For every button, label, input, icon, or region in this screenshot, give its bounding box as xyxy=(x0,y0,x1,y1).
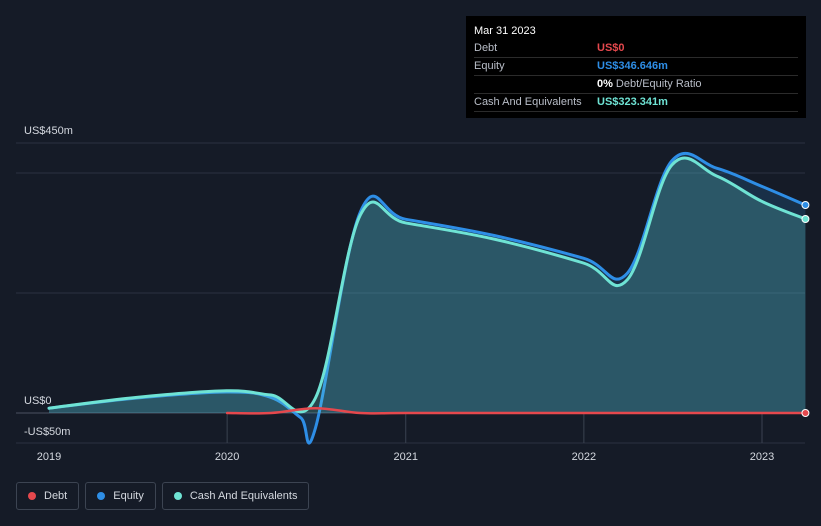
tooltip-equity-label: Equity xyxy=(474,60,505,72)
equity-area xyxy=(49,153,806,444)
legend-label-debt: Debt xyxy=(44,490,68,502)
equity-dot-icon xyxy=(97,492,106,500)
equity-end-point xyxy=(801,201,810,210)
cash-and-equivalents-area xyxy=(49,158,806,413)
legend-label-cash: Cash And Equivalents xyxy=(189,490,298,502)
tick-layer: US$450m US$0 -US$50m 2019 2020 2021 2022 2023 xyxy=(24,125,774,463)
tooltip-ratio-text: Debt/Equity Ratio xyxy=(615,78,702,90)
legend: Debt Equity Cash And Equivalents xyxy=(16,482,310,510)
tooltip-ratio-spacer xyxy=(474,76,597,93)
y-tick-label-0: US$450m xyxy=(24,125,73,137)
cash-dot-icon xyxy=(173,492,182,500)
tooltip-cash-value: US$323.341m xyxy=(597,96,668,108)
legend-item-equity[interactable]: Equity xyxy=(85,482,156,510)
x-tick-label-2: 2021 xyxy=(394,451,418,463)
y-tick-label-1: US$0 xyxy=(24,395,52,407)
debt-line xyxy=(225,406,807,415)
cash-and-equivalents-end-point xyxy=(801,214,810,223)
x-tick-label-3: 2022 xyxy=(572,451,596,463)
x-tick-label-4: 2023 xyxy=(750,451,774,463)
tooltip-row-debt: Debt US$0 xyxy=(474,40,798,58)
y-tick-label-2: -US$50m xyxy=(24,426,70,438)
cash-and-equivalents-line xyxy=(47,156,807,414)
tooltip-row-ratio: 0% Debt/Equity Ratio xyxy=(474,76,798,94)
tooltip-row-cash: Cash And Equivalents US$323.341m xyxy=(474,94,798,112)
tooltip-row-equity: Equity US$346.646m xyxy=(474,58,798,76)
tooltip-debt-label: Debt xyxy=(474,42,498,54)
x-tick-label-0: 2019 xyxy=(37,451,61,463)
legend-item-cash[interactable]: Cash And Equivalents xyxy=(161,482,310,510)
tooltip-debt-value: US$0 xyxy=(597,42,625,54)
series-layer xyxy=(47,151,810,445)
tooltip-date: Mar 31 2023 xyxy=(474,25,536,37)
debt-end-point xyxy=(801,409,810,417)
x-tick-label-1: 2020 xyxy=(215,451,239,463)
tooltip-panel: Mar 31 2023 Debt US$0 Equity US$346.646m… xyxy=(466,16,806,118)
debt-dot-icon xyxy=(28,492,36,500)
tooltip-equity-value: US$346.646m xyxy=(597,60,668,72)
tooltip-ratio: 0% Debt/Equity Ratio xyxy=(597,76,702,93)
tooltip-cash-label: Cash And Equivalents xyxy=(474,96,582,108)
legend-label-equity: Equity xyxy=(113,490,144,502)
legend-item-debt[interactable]: Debt xyxy=(16,482,80,510)
tooltip-ratio-pct: 0% xyxy=(597,78,613,90)
